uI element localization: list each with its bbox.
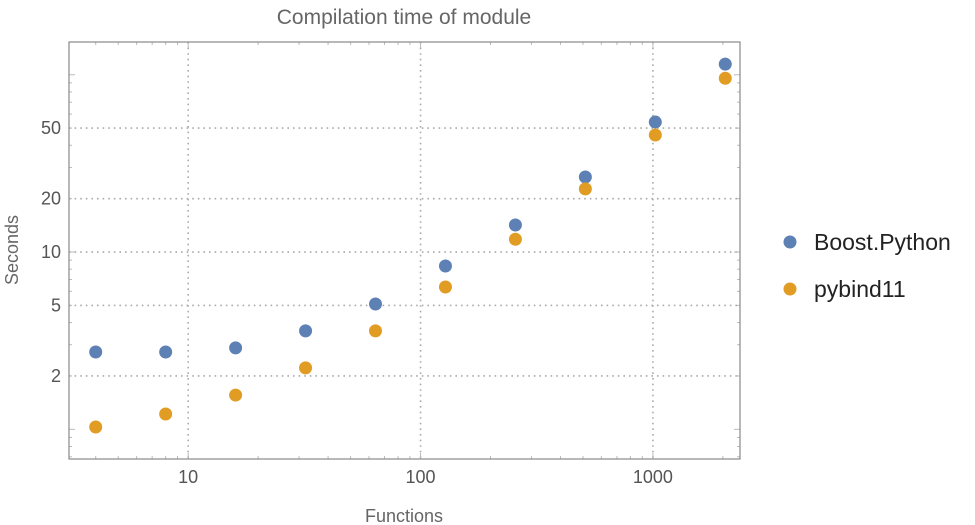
data-points: [89, 57, 732, 434]
data-point-pybind11: [438, 280, 452, 294]
data-point-pybind11: [648, 128, 662, 142]
x-tick-label: 1000: [633, 467, 673, 487]
y-tick-label: 10: [41, 242, 61, 262]
y-tick-labels: 2 5 10 20 50: [41, 118, 61, 386]
data-point-boost-python: [299, 324, 313, 338]
grid-lines: [69, 42, 740, 459]
data-point-pybind11: [89, 420, 103, 434]
data-point-boost-python: [89, 345, 103, 359]
legend: Boost.Python pybind11: [783, 229, 951, 302]
data-point-boost-python: [159, 345, 173, 359]
data-point-pybind11: [159, 407, 173, 421]
minor-ticks: [69, 42, 740, 459]
data-point-boost-python: [438, 259, 452, 273]
y-tick-label: 20: [41, 189, 61, 209]
data-point-boost-python: [369, 297, 383, 311]
chart-title: Compilation time of module: [277, 6, 531, 29]
data-point-pybind11: [369, 324, 383, 338]
y-tick-label: 2: [51, 366, 61, 386]
x-tick-label: 100: [406, 467, 436, 487]
data-point-pybind11: [578, 182, 592, 196]
data-point-boost-python: [578, 170, 592, 184]
legend-label-pybind11: pybind11: [814, 276, 906, 302]
legend-label-boost-python: Boost.Python: [814, 229, 951, 255]
data-point-boost-python: [229, 341, 243, 355]
data-point-pybind11: [299, 361, 313, 375]
y-tick-label: 50: [41, 118, 61, 138]
data-point-boost-python: [648, 115, 662, 129]
y-tick-label: 5: [51, 295, 61, 315]
plot-frame: [68, 41, 741, 460]
legend-marker-pybind11: [783, 282, 797, 296]
data-point-boost-python: [508, 218, 522, 232]
data-point-boost-python: [718, 57, 732, 71]
data-point-pybind11: [508, 232, 522, 246]
data-point-pybind11: [718, 71, 732, 85]
x-tick-label: 10: [178, 467, 198, 487]
legend-marker-boost-python: [783, 235, 797, 249]
x-axis-label: Functions: [365, 506, 443, 525]
x-tick-labels: 10 100 1000: [178, 467, 673, 487]
y-axis-label: Seconds: [2, 215, 22, 285]
data-point-pybind11: [229, 388, 243, 402]
